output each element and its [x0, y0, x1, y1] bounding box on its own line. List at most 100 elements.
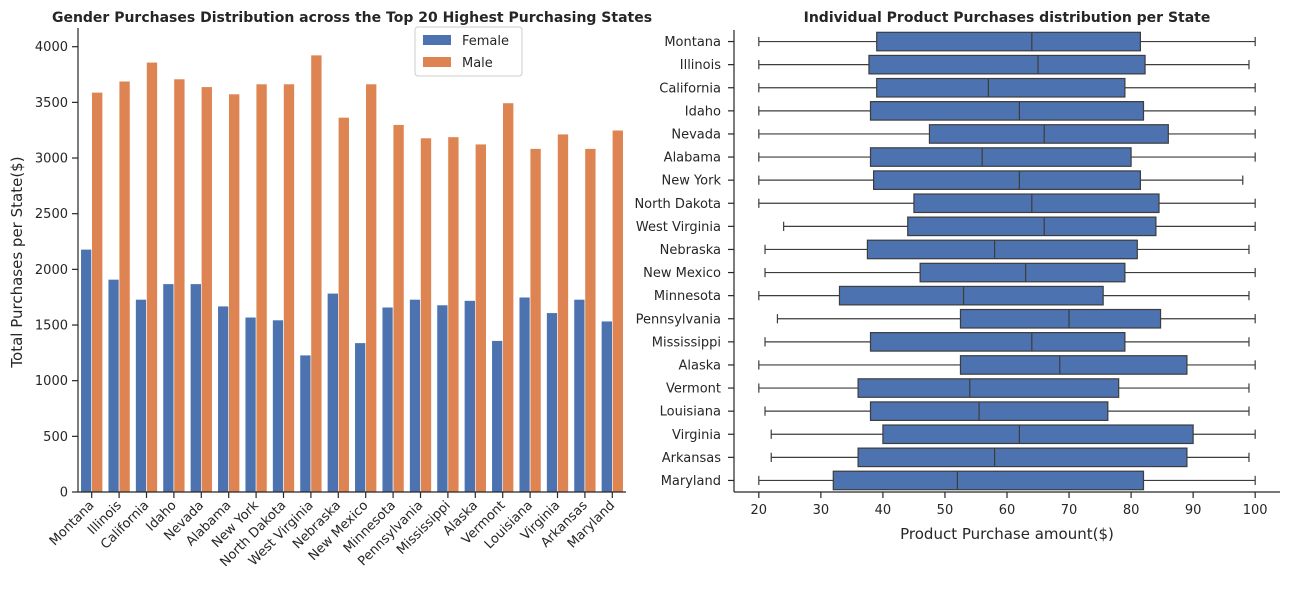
bar-chart-y-axis: 0 500 1000 1500 2000 2500 3000 3500 4000 [35, 28, 79, 501]
x-tick-label: 90 [1185, 503, 1202, 518]
iqr-box [869, 101, 1145, 121]
bar-female-new-york [244, 316, 257, 493]
bar-female-alabama [217, 305, 230, 493]
box-north-dakota [758, 193, 1256, 214]
y-tick-label: Mississippi [652, 335, 721, 350]
y-tick-label: Virginia [672, 428, 721, 443]
box-nevada [758, 124, 1256, 144]
box-maryland [758, 470, 1256, 491]
bar-male-nevada [201, 86, 213, 493]
box-virginia [770, 424, 1256, 445]
legend: Female Male [414, 26, 523, 77]
y-tick-label: 500 [43, 430, 68, 445]
y-tick-label: Vermont [666, 382, 721, 397]
iqr-box [869, 401, 1109, 421]
y-tick-label: West Virginia [636, 220, 721, 235]
bar-female-idaho [162, 283, 175, 493]
box-alabama [758, 147, 1256, 167]
y-tick-label: 3000 [35, 152, 68, 167]
bar-male-louisiana [529, 148, 542, 493]
box-arkansas [770, 447, 1250, 468]
legend-swatch-female [423, 35, 451, 45]
bar-female-minnesota [381, 306, 394, 493]
bar-female-alaska [464, 300, 476, 493]
bar-female-pennsylvania [409, 299, 421, 493]
y-tick-label: Arkansas [662, 451, 721, 466]
x-tick-label: 40 [875, 503, 892, 518]
iqr-box [913, 193, 1160, 214]
bar-female-north-dakota [272, 319, 284, 493]
y-tick-label: Maryland [661, 474, 721, 489]
bar-female-mississippi [436, 304, 449, 493]
bar-female-new-mexico [354, 342, 366, 493]
x-tick-label: 60 [999, 503, 1016, 518]
bar-male-maryland [611, 129, 624, 493]
bar-female-california [135, 299, 147, 493]
iqr-box [857, 378, 1120, 398]
bar-female-nebraska [327, 292, 339, 493]
bar-male-new-mexico [365, 83, 377, 493]
box-nebraska [764, 239, 1250, 260]
bar-male-minnesota [392, 124, 405, 493]
bar-female-arkansas [573, 299, 586, 493]
y-tick-label: Alabama [664, 151, 721, 166]
y-tick-label: Montana [664, 35, 721, 50]
bar-male-mississippi [447, 136, 460, 493]
bar-chart-y-axis-label: Total Purchases per State($) [8, 156, 26, 368]
box-plot-x-axis: 20 30 40 50 60 70 80 90 100 [734, 491, 1280, 518]
y-tick-label: 2000 [35, 263, 68, 278]
iqr-box [869, 332, 1126, 352]
bar-female-maryland [601, 320, 613, 493]
y-tick-label: Pennsylvania [636, 312, 721, 327]
bar-male-pennsylvania [420, 137, 432, 493]
bar-female-nevada [190, 283, 202, 493]
iqr-box [873, 170, 1141, 190]
iqr-box [928, 124, 1169, 144]
box-plot-panel: Individual Product Purchases distributio… [634, 10, 1280, 543]
bar-male-alabama [228, 93, 240, 493]
box-minnesota [758, 285, 1250, 306]
x-tick-label: 30 [813, 503, 830, 518]
iqr-box [876, 31, 1141, 52]
legend-swatch-male [423, 57, 451, 67]
y-tick-label: Alaska [678, 358, 721, 373]
box-series-group [758, 31, 1256, 491]
bar-chart-title: Gender Purchases Distribution across the… [52, 10, 652, 26]
bar-male-illinois [118, 80, 131, 493]
box-plot-x-axis-label: Product Purchase amount($) [900, 525, 1114, 543]
bar-female-illinois [107, 279, 120, 493]
bar-male-idaho [173, 78, 186, 493]
box-alaska [758, 355, 1256, 375]
x-tick-label: 20 [751, 503, 768, 518]
iqr-box [907, 216, 1157, 237]
box-new-mexico [764, 262, 1256, 283]
iqr-box [959, 355, 1188, 375]
bar-male-vermont [502, 102, 514, 493]
bar-male-west-virginia [310, 54, 323, 493]
legend-label-female: Female [462, 34, 509, 49]
iqr-box [866, 239, 1138, 260]
iqr-box [882, 424, 1194, 445]
bar-male-california [146, 61, 158, 493]
bar-male-nebraska [337, 117, 350, 493]
y-tick-label: California [659, 81, 721, 96]
x-tick-label: 100 [1243, 503, 1268, 518]
bar-male-arkansas [584, 148, 597, 493]
bar-female-vermont [491, 340, 503, 493]
iqr-box [868, 54, 1146, 75]
bar-female-west-virginia [299, 354, 312, 493]
y-tick-label: Louisiana [660, 405, 721, 420]
box-new-york [758, 170, 1244, 190]
y-tick-label: 2500 [35, 207, 68, 222]
iqr-box [919, 262, 1126, 283]
box-west-virginia [783, 216, 1256, 237]
y-tick-label: Nevada [671, 127, 721, 142]
y-tick-label: 0 [60, 486, 68, 501]
x-tick-label: 50 [937, 503, 954, 518]
bar-series-group [80, 54, 624, 493]
box-vermont [758, 378, 1250, 398]
box-plot-title: Individual Product Purchases distributio… [804, 10, 1211, 26]
y-tick-label: Idaho [685, 104, 721, 119]
iqr-box [857, 447, 1188, 468]
